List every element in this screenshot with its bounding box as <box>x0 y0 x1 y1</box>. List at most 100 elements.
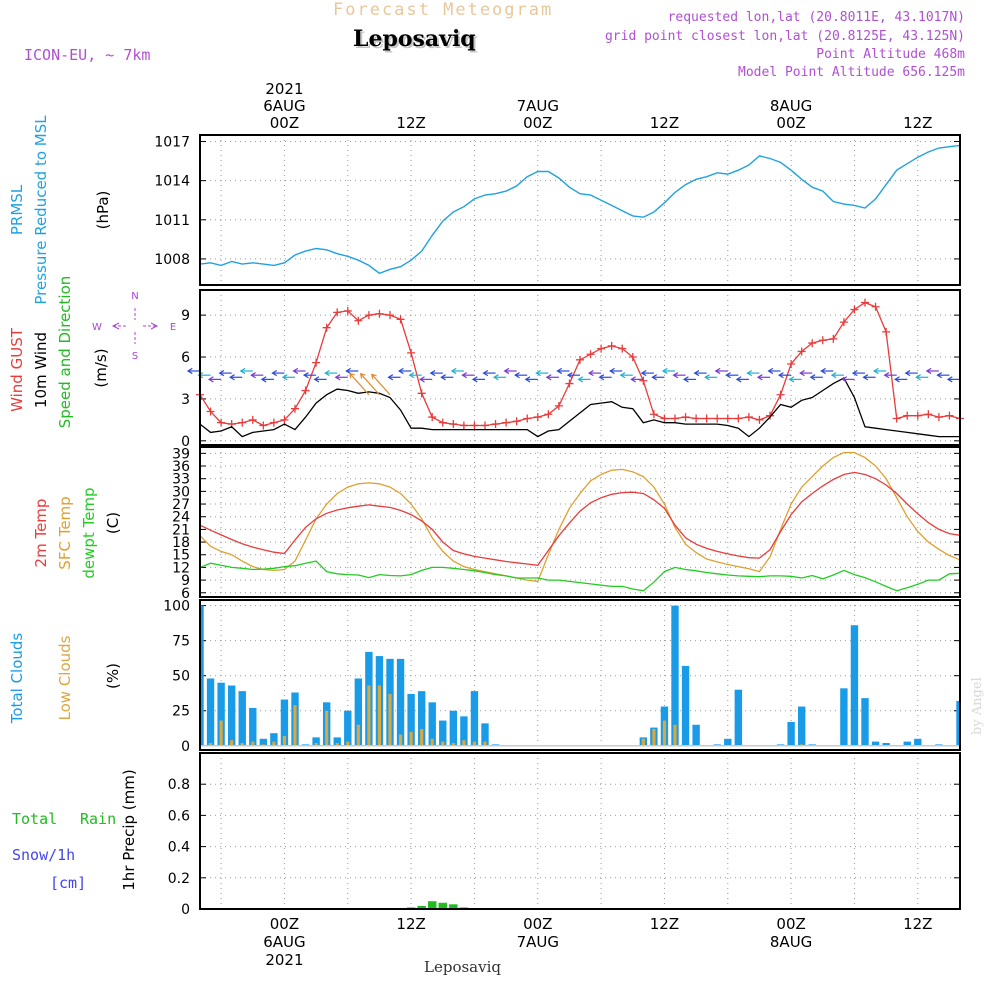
gust-point <box>787 360 796 369</box>
gust-point <box>396 315 405 324</box>
product-title: Forecast Meteogram <box>333 0 554 20</box>
total-clouds-bar <box>914 738 922 746</box>
temp-unit: (C) <box>104 512 122 534</box>
wind-arrow-head <box>292 367 299 375</box>
top-time-label: 6AUG <box>263 97 305 115</box>
wind-arrow-head <box>207 376 214 383</box>
wind-speed-line <box>200 377 960 438</box>
wind-arrow-head <box>682 376 689 383</box>
top-time-label: 00Z <box>523 114 552 132</box>
low-clouds-bar <box>420 728 424 746</box>
gust-point <box>481 421 489 430</box>
gust-point <box>755 415 764 424</box>
dewpoint-line <box>200 560 960 592</box>
total-clouds-bar <box>681 665 690 746</box>
total-clouds-bar <box>270 733 278 746</box>
total-clouds-bar <box>407 693 415 746</box>
bottom-time-label: 6AUG <box>263 933 305 951</box>
low-clouds-bar <box>219 720 223 746</box>
station-title: Leposaviq <box>353 26 476 52</box>
wind-arrow-head <box>577 376 584 383</box>
wind-arrow-head <box>197 372 204 379</box>
gust-point <box>649 410 658 419</box>
y-tick-label: 50 <box>172 669 190 685</box>
low-clouds-bar <box>472 741 477 746</box>
wind-direction-label: Speed and Direction <box>56 276 74 429</box>
model-point-altitude: Model Point Altitude 656.125m <box>738 65 965 80</box>
total-clouds-bar <box>280 699 289 746</box>
wind-arrow-head <box>872 367 879 375</box>
wind-arrow-head <box>419 376 425 383</box>
low-clouds-bar <box>314 742 318 746</box>
wind-arrow-head <box>324 369 330 377</box>
wind-arrow-head <box>492 374 499 381</box>
gust-point <box>217 418 226 427</box>
bottom-time-label: 00Z <box>523 915 552 933</box>
low-clouds-bar <box>483 741 487 746</box>
rain-bar <box>417 905 426 909</box>
wind-arrow-head <box>397 367 404 375</box>
wind-arrow-head <box>936 372 943 379</box>
wind-arrow-head <box>619 372 626 379</box>
gust-point <box>238 418 247 427</box>
wind-arrow-head <box>925 367 932 375</box>
low-clouds-bar <box>409 731 413 746</box>
panel-pressure: 1008 1011 1014 1017 <box>154 134 961 286</box>
gust-point <box>523 414 532 423</box>
low-clouds-bar <box>282 735 287 746</box>
wind-arrow-head <box>302 372 309 379</box>
total-clouds-bar <box>724 738 732 746</box>
panel-precip: 0 0.2 0.4 0.6 0.8 <box>168 752 961 918</box>
wind-arrow-head <box>260 376 267 383</box>
snow-label: Snow/1h <box>12 846 75 864</box>
y-tick-label: 30 <box>172 484 190 500</box>
gust-point <box>459 421 468 430</box>
wind-arrow-head <box>598 374 605 381</box>
panel-background <box>200 753 960 909</box>
y-tick-label: 21 <box>172 522 190 538</box>
wind-arrow-head <box>471 376 478 383</box>
low-clouds-bar <box>251 741 255 746</box>
compass-west: W <box>92 322 102 333</box>
y-tick-label: 9 <box>181 308 190 324</box>
top-time-label: 12Z <box>903 114 932 132</box>
wind-arrow-head <box>809 374 816 381</box>
low-clouds-bar <box>673 724 677 746</box>
gust-point <box>354 316 363 325</box>
gust-point <box>544 410 553 419</box>
wind-arrow-head <box>186 367 193 375</box>
wind-arrow-head <box>218 369 225 377</box>
low-clouds-bar <box>388 693 392 746</box>
wind-arrow-head <box>408 372 415 379</box>
precip-rain-label: Rain <box>80 810 116 828</box>
y-tick-label: 1011 <box>154 213 190 229</box>
gust-point <box>386 311 394 320</box>
wind-arrow-head <box>788 376 795 383</box>
panel-background <box>200 290 960 445</box>
gust-point <box>438 418 447 427</box>
bottom-time-label: 12Z <box>903 915 932 933</box>
total-clouds-bar <box>312 737 320 746</box>
bottom-time-label: 00Z <box>270 915 299 933</box>
wind-arrow-head <box>651 374 658 381</box>
wind-direction-arrow <box>360 373 380 396</box>
credit-watermark: by Angel <box>970 677 985 735</box>
gust-point <box>301 386 310 395</box>
precip-unit: 1hr Precip (mm) <box>120 769 138 890</box>
y-tick-label: 1014 <box>154 174 190 190</box>
wind-arrow-head <box>746 369 753 377</box>
temp-2m-line <box>200 471 960 566</box>
total-clouds-bar <box>797 706 806 746</box>
wind-unit: (m/s) <box>92 348 110 387</box>
wind-arrow-head <box>334 374 341 381</box>
total-clouds-bar <box>439 720 447 746</box>
panel-clouds: 0 25 50 75 100 <box>163 599 961 755</box>
point-altitude: Point Altitude 468m <box>816 47 965 62</box>
top-time-label: 00Z <box>270 114 299 132</box>
model-label: ICON-EU, ~ 7km <box>24 46 151 64</box>
footer-station: Leposaviq <box>424 958 501 976</box>
compass-south: S <box>132 351 138 362</box>
low-clouds-bar <box>272 741 276 746</box>
panel-frame <box>199 134 961 286</box>
low-clouds-bar <box>462 740 466 746</box>
